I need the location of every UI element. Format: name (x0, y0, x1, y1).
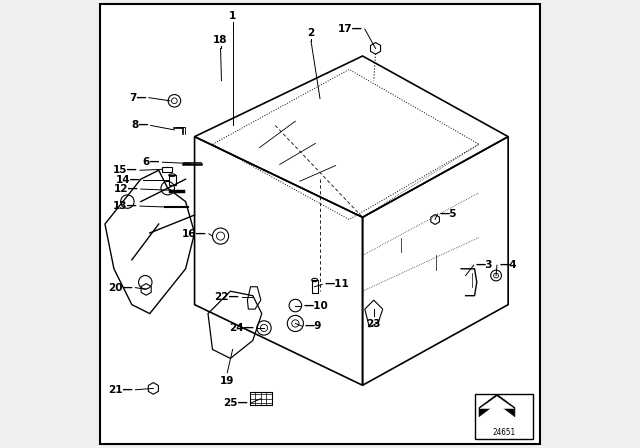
Text: 1: 1 (229, 11, 236, 21)
Text: 14—: 14— (116, 175, 141, 185)
Text: 2: 2 (307, 28, 315, 38)
Text: 6—: 6— (143, 157, 160, 167)
Text: 25—: 25— (223, 398, 248, 408)
Text: 17—: 17— (338, 24, 362, 34)
Bar (312, 280, 317, 293)
Text: 8—: 8— (131, 121, 148, 130)
Text: 13—: 13— (113, 201, 138, 211)
Text: 21—: 21— (108, 385, 133, 395)
Text: 15—: 15— (113, 165, 138, 175)
Bar (162, 167, 172, 172)
Text: —4: —4 (499, 260, 517, 270)
Text: 24651: 24651 (492, 428, 515, 437)
Polygon shape (479, 394, 515, 417)
Text: 12—: 12— (114, 184, 139, 194)
Text: 19: 19 (220, 376, 234, 386)
Text: —10: —10 (303, 301, 328, 310)
Text: 24—: 24— (229, 323, 254, 333)
Polygon shape (480, 396, 514, 409)
Bar (475, 394, 532, 439)
Bar (169, 175, 175, 185)
Text: 7—: 7— (129, 93, 147, 103)
Text: 18: 18 (213, 35, 228, 45)
Text: —3: —3 (476, 260, 493, 270)
Text: 20—: 20— (108, 283, 133, 293)
Text: —5: —5 (440, 209, 457, 219)
Text: 16—: 16— (182, 229, 207, 239)
Bar (250, 392, 272, 405)
Text: —9: —9 (305, 321, 322, 331)
Text: 22—: 22— (214, 292, 239, 302)
Text: —11: —11 (324, 280, 349, 289)
Text: 23: 23 (367, 319, 381, 329)
